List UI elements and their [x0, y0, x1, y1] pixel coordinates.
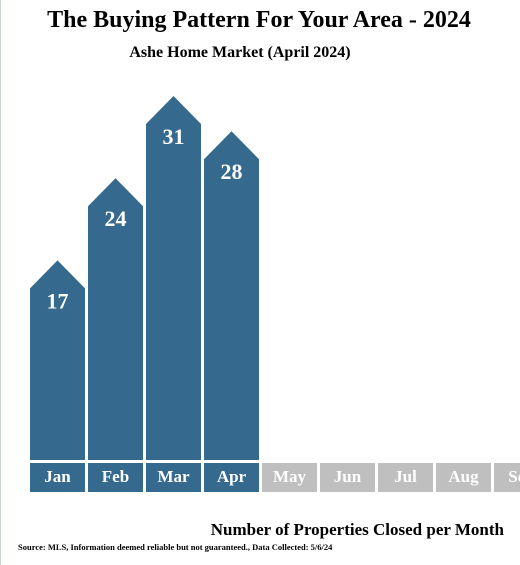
value-label: 28	[221, 159, 243, 184]
bar	[146, 96, 201, 460]
value-label: 17	[47, 288, 69, 313]
x-tick-label: Mar	[157, 467, 190, 486]
source-note: Source: MLS, Information deemed reliable…	[18, 542, 333, 552]
category-box	[204, 463, 259, 492]
x-tick-label: May	[273, 467, 307, 486]
x-tick-label: Aug	[448, 467, 479, 486]
category-box	[262, 463, 317, 492]
category-box	[494, 463, 520, 492]
x-tick-label: Jan	[44, 467, 71, 486]
chart-title: The Buying Pattern For Your Area - 2024	[47, 7, 471, 33]
x-axis-label: Number of Properties Closed per Month	[211, 520, 505, 539]
category-box	[436, 463, 491, 492]
category-box	[30, 463, 85, 492]
x-tick-label: Jul	[394, 467, 417, 486]
x-tick-label: Feb	[102, 467, 129, 486]
value-label: 24	[105, 206, 127, 231]
value-label: 31	[163, 124, 185, 149]
x-tick-label: Sep	[508, 467, 520, 486]
category-box	[88, 463, 143, 492]
category-box	[146, 463, 201, 492]
bar	[204, 131, 259, 460]
x-tick-label: Jun	[334, 467, 362, 486]
category-box	[320, 463, 375, 492]
category-box	[378, 463, 433, 492]
bar	[88, 178, 143, 460]
bar	[30, 260, 85, 460]
plot: Jan 17 Feb 24 Mar 31 Apr 28 May Jun Jul Aug Sep	[30, 96, 520, 492]
chart-subtitle: Ashe Home Market (April 2024)	[129, 44, 350, 61]
x-tick-label: Apr	[217, 467, 247, 486]
